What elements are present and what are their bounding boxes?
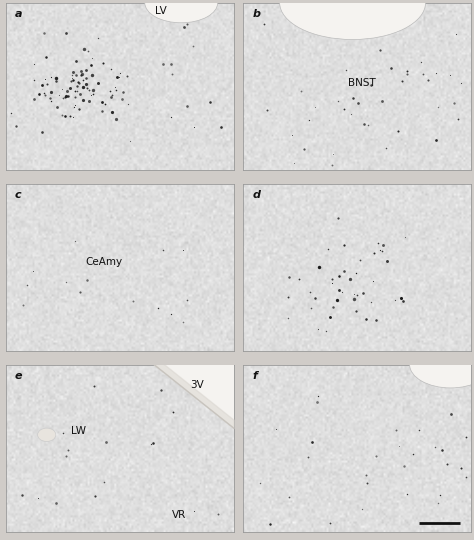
- Text: b: b: [252, 9, 260, 19]
- Text: f: f: [252, 371, 257, 381]
- Text: LW: LW: [71, 427, 86, 436]
- Text: 3V: 3V: [191, 380, 204, 389]
- Text: e: e: [15, 371, 22, 381]
- Text: VR: VR: [172, 510, 186, 520]
- Text: LV: LV: [155, 6, 166, 16]
- Polygon shape: [154, 364, 234, 428]
- Ellipse shape: [145, 0, 218, 23]
- Text: d: d: [252, 190, 260, 200]
- Text: BNST: BNST: [348, 78, 375, 88]
- Text: CeAmy: CeAmy: [85, 257, 122, 267]
- Text: c: c: [15, 190, 21, 200]
- Ellipse shape: [410, 341, 474, 388]
- Circle shape: [37, 428, 56, 442]
- Ellipse shape: [280, 0, 426, 39]
- Text: a: a: [15, 9, 22, 19]
